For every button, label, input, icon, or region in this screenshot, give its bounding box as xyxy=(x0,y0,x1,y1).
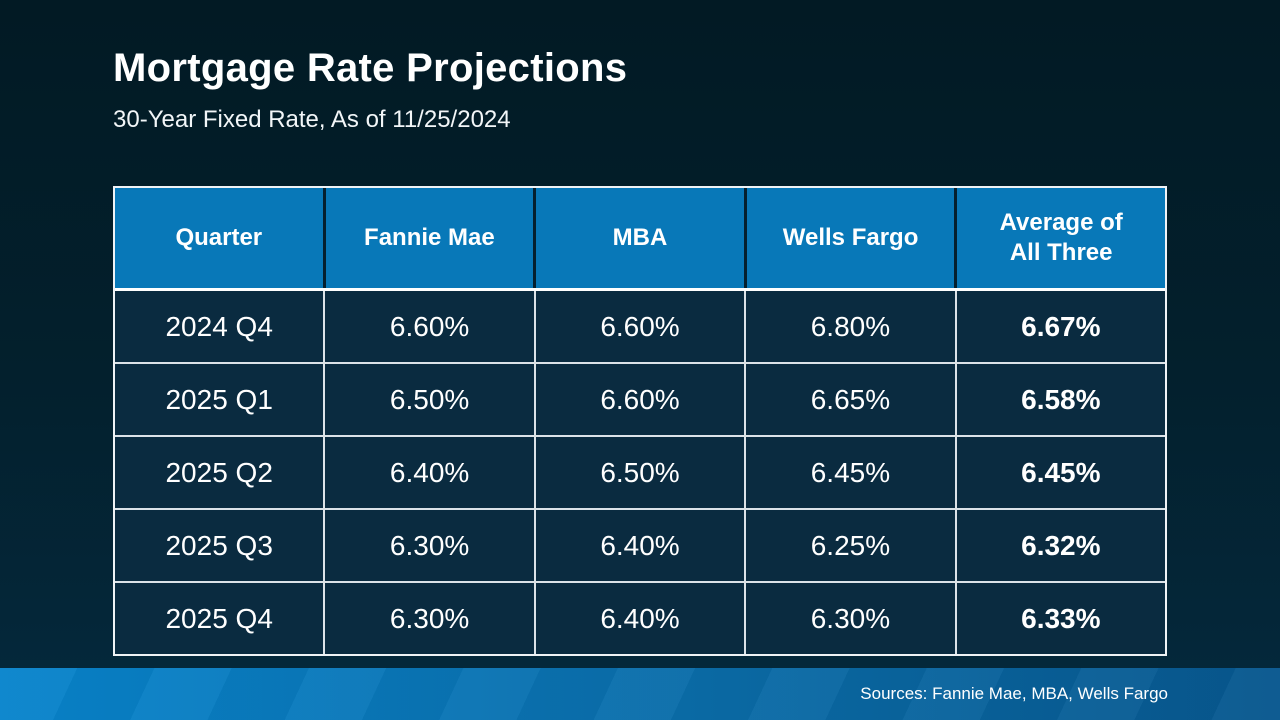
cell-wells-fargo: 6.65% xyxy=(744,364,954,435)
cell-mba: 6.40% xyxy=(533,583,744,654)
table-body: 2024 Q4 6.60% 6.60% 6.80% 6.67% 2025 Q1 … xyxy=(115,291,1165,654)
cell-fannie-mae: 6.30% xyxy=(323,510,533,581)
cell-fannie-mae: 6.30% xyxy=(323,583,533,654)
column-header-quarter: Quarter xyxy=(175,224,263,251)
cell-average: 6.67% xyxy=(954,291,1165,362)
cell-quarter: 2025 Q1 xyxy=(165,383,273,415)
cell-mba: 6.60% xyxy=(533,291,744,362)
column-header-wells-fargo: Wells Fargo xyxy=(743,188,955,288)
cell-average: 6.33% xyxy=(954,583,1165,654)
projections-table: Quarter Fannie Mae MBA Wells Fargo Avera… xyxy=(113,186,1167,656)
column-header-fannie-mae: Fannie Mae xyxy=(322,188,534,288)
cell-mba: 6.40% xyxy=(533,510,744,581)
cell-wells-fargo: 6.30% xyxy=(744,583,954,654)
cell-quarter: 2025 Q2 xyxy=(165,456,273,488)
table-row: 2025 Q4 6.30% 6.40% 6.30% 6.33% xyxy=(115,581,1165,654)
column-header-mba: MBA xyxy=(533,188,744,288)
page-title: Mortgage Rate Projections xyxy=(113,46,628,90)
footer-bar: Sources: Fannie Mae, MBA, Wells Fargo xyxy=(0,668,1280,720)
cell-wells-fargo: 6.80% xyxy=(744,291,954,362)
table-row: 2025 Q1 6.50% 6.60% 6.65% 6.58% xyxy=(115,362,1165,435)
table-row: 2025 Q2 6.40% 6.50% 6.45% 6.45% xyxy=(115,435,1165,508)
cell-quarter: 2025 Q4 xyxy=(165,602,273,634)
cell-average: 6.58% xyxy=(954,364,1165,435)
table-header-row: Quarter Fannie Mae MBA Wells Fargo Avera… xyxy=(115,188,1165,291)
page-subtitle: 30-Year Fixed Rate, As of 11/25/2024 xyxy=(113,106,511,133)
sources-text: Sources: Fannie Mae, MBA, Wells Fargo xyxy=(860,684,1168,703)
table-row: 2025 Q3 6.30% 6.40% 6.25% 6.32% xyxy=(115,508,1165,581)
cell-fannie-mae: 6.60% xyxy=(323,291,533,362)
table-row: 2024 Q4 6.60% 6.60% 6.80% 6.67% xyxy=(115,291,1165,362)
cell-average: 6.45% xyxy=(954,437,1165,508)
column-header-average: Average of All Three xyxy=(954,188,1165,288)
cell-mba: 6.60% xyxy=(533,364,744,435)
cell-wells-fargo: 6.45% xyxy=(744,437,954,508)
cell-mba: 6.50% xyxy=(533,437,744,508)
cell-quarter: 2024 Q4 xyxy=(165,310,273,342)
cell-wells-fargo: 6.25% xyxy=(744,510,954,581)
cell-quarter: 2025 Q3 xyxy=(165,529,273,561)
cell-average: 6.32% xyxy=(954,510,1165,581)
cell-fannie-mae: 6.50% xyxy=(323,364,533,435)
cell-fannie-mae: 6.40% xyxy=(323,437,533,508)
